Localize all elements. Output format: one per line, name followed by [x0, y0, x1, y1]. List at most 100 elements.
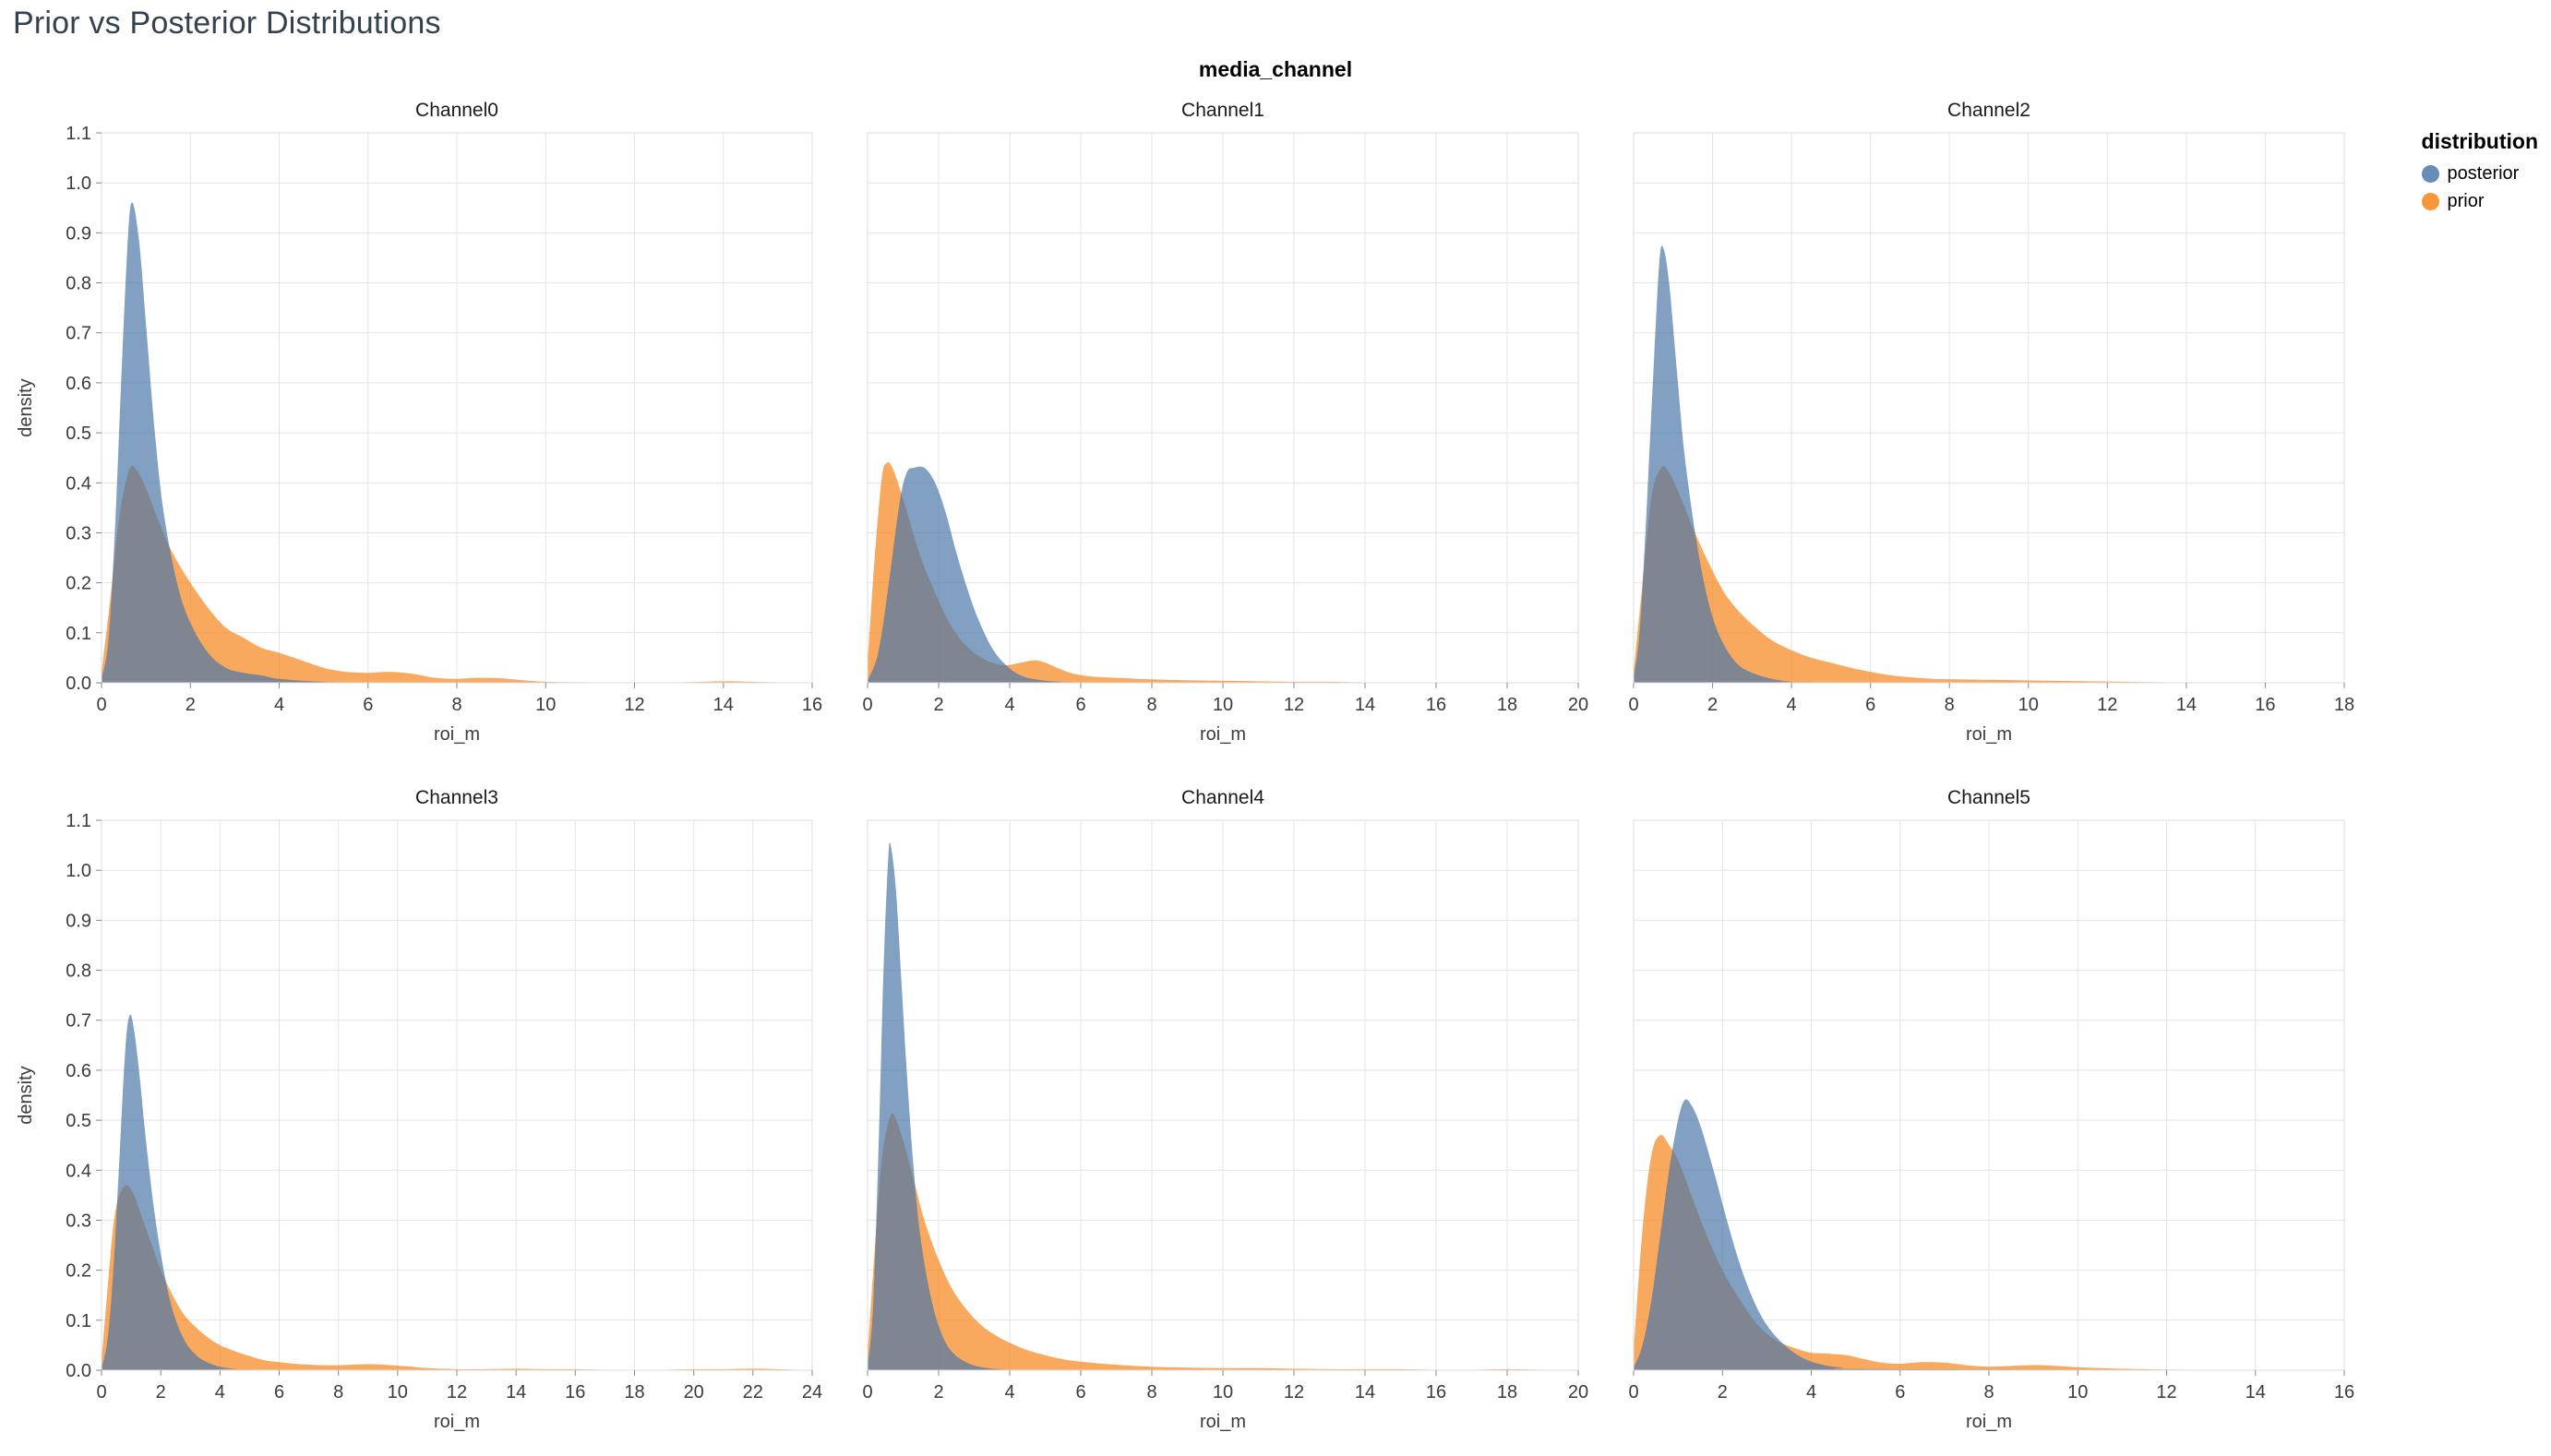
svg-text:2: 2: [933, 1382, 943, 1402]
chart-svg-channel4: Channel4 0 2 4 6 8 10 12 14 16 18 20 roi_m: [862, 787, 1588, 1432]
svg-text:0: 0: [1628, 1382, 1638, 1402]
svg-text:8: 8: [333, 1382, 343, 1402]
chart-svg-channel2: Channel2 0 2 4 6 8 10 12 14 16 18 roi_m: [1628, 100, 2354, 745]
svg-text:20: 20: [1568, 1382, 1588, 1402]
svg-text:16: 16: [1426, 695, 1446, 715]
svg-text:4: 4: [215, 1382, 225, 1402]
legend: distribution posterior prior: [2421, 129, 2538, 219]
page-title: Prior vs Posterior Distributions: [13, 6, 441, 41]
svg-text:16: 16: [1426, 1382, 1446, 1402]
posterior-density-area: [868, 466, 1578, 683]
x-axis-title: roi_m: [1966, 1412, 2012, 1432]
svg-text:12: 12: [624, 695, 644, 715]
svg-text:14: 14: [506, 1382, 526, 1402]
svg-text:0.9: 0.9: [66, 911, 91, 931]
legend-title: distribution: [2421, 129, 2538, 153]
svg-text:0.0: 0.0: [66, 1361, 91, 1381]
svg-text:14: 14: [2246, 1382, 2266, 1402]
y-axis-title: density: [16, 378, 36, 436]
svg-text:4: 4: [1004, 1382, 1014, 1402]
svg-text:10: 10: [1213, 695, 1233, 715]
svg-text:2: 2: [933, 695, 943, 715]
svg-text:10: 10: [388, 1382, 408, 1402]
svg-text:20: 20: [684, 1382, 704, 1402]
chart-channel4: Channel4 0 2 4 6 8 10 12 14 16 18 20 roi_m: [823, 780, 1589, 1456]
subplot-title: Channel5: [1947, 787, 2030, 808]
svg-text:4: 4: [1004, 695, 1014, 715]
svg-text:10: 10: [535, 695, 556, 715]
svg-text:6: 6: [274, 1382, 284, 1402]
svg-text:6: 6: [1075, 1382, 1085, 1402]
svg-text:8: 8: [1146, 1382, 1156, 1402]
svg-text:6: 6: [363, 695, 373, 715]
prior-swatch: [2421, 193, 2439, 210]
svg-text:12: 12: [2156, 1382, 2176, 1402]
svg-text:4: 4: [274, 695, 284, 715]
chart-channel2: Channel2 0 2 4 6 8 10 12 14 16 18 roi_m: [1589, 92, 2355, 780]
prior-density-area: [1634, 466, 2344, 683]
svg-text:10: 10: [2067, 1382, 2088, 1402]
svg-text:18: 18: [2334, 695, 2354, 715]
svg-text:2: 2: [1718, 1382, 1728, 1402]
chart-channel1: Channel1 0 2 4 6 8 10 12 14 16 18 20 roi_m: [823, 92, 1589, 780]
svg-text:2: 2: [186, 695, 196, 715]
chart-svg-channel0: Channel0 0 2 4 6 8 10 12 14 16 roi_m 0.0 0.1 0.2 0.3 0.…: [16, 100, 822, 745]
svg-text:0: 0: [1628, 695, 1638, 715]
chart-svg-channel5: Channel5 0 2 4 6 8 10 12 14 16 roi_m: [1628, 787, 2354, 1432]
subplot-title: Channel2: [1947, 100, 2030, 121]
svg-text:10: 10: [1213, 1382, 1233, 1402]
svg-text:22: 22: [743, 1382, 763, 1402]
charts-grid: Channel0 0 2 4 6 8 10 12 14 16 roi_m 0.0 0.1 0.2 0.3 0.…: [9, 92, 2355, 1456]
chart-row-1: Channel0 0 2 4 6 8 10 12 14 16 roi_m 0.0 0.1 0.2 0.3 0.…: [9, 92, 2355, 780]
svg-text:0.8: 0.8: [66, 961, 91, 982]
chart-svg-channel1: Channel1 0 2 4 6 8 10 12 14 16 18 20 roi_m: [862, 100, 1588, 745]
svg-text:0.4: 0.4: [66, 1161, 91, 1181]
svg-text:2: 2: [156, 1382, 166, 1402]
svg-text:14: 14: [713, 695, 734, 715]
svg-text:0: 0: [96, 1382, 106, 1402]
x-axis-title: roi_m: [1200, 724, 1246, 745]
svg-text:24: 24: [802, 1382, 822, 1402]
svg-text:8: 8: [451, 695, 461, 715]
svg-text:0.2: 0.2: [66, 1261, 91, 1282]
svg-text:16: 16: [2334, 1382, 2354, 1402]
svg-text:12: 12: [1284, 1382, 1304, 1402]
svg-text:0.9: 0.9: [66, 223, 91, 244]
svg-text:6: 6: [1865, 695, 1875, 715]
svg-text:0.3: 0.3: [66, 1211, 91, 1232]
posterior-density-area: [102, 202, 812, 684]
svg-text:0: 0: [862, 1382, 872, 1402]
svg-text:4: 4: [1806, 1382, 1816, 1402]
subplot-title: Channel1: [1181, 100, 1264, 121]
svg-text:0.5: 0.5: [66, 424, 91, 444]
svg-text:10: 10: [2018, 695, 2039, 715]
svg-text:1.0: 1.0: [66, 173, 91, 194]
svg-text:16: 16: [802, 695, 822, 715]
svg-text:8: 8: [1945, 695, 1955, 715]
svg-text:0.8: 0.8: [66, 274, 91, 294]
svg-text:1.1: 1.1: [66, 124, 91, 144]
chart-channel5: Channel5 0 2 4 6 8 10 12 14 16 roi_m: [1589, 780, 2355, 1456]
legend-label-prior: prior: [2447, 191, 2485, 211]
svg-text:0: 0: [96, 695, 106, 715]
svg-text:4: 4: [1787, 695, 1797, 715]
svg-text:0.5: 0.5: [66, 1111, 91, 1131]
svg-text:0.2: 0.2: [66, 574, 91, 594]
subplot-title: Channel0: [415, 100, 498, 121]
subplot-title: Channel4: [1181, 787, 1264, 808]
facet-title: media_channel: [1198, 57, 1353, 81]
chart-channel3: Channel3 0 2 4 6 8 10 12 14 16 18 20 22 24 roi_m 0.0 0.1…: [9, 780, 823, 1456]
posterior-density-area: [1634, 1099, 2344, 1370]
svg-text:0.7: 0.7: [66, 324, 91, 344]
svg-text:18: 18: [1497, 695, 1517, 715]
posterior-density-area: [102, 1014, 812, 1370]
x-axis-title: roi_m: [1200, 1412, 1246, 1432]
svg-text:0.1: 0.1: [66, 1311, 91, 1331]
svg-text:18: 18: [1497, 1382, 1517, 1402]
y-axis-title: density: [16, 1066, 36, 1124]
svg-text:14: 14: [2176, 695, 2197, 715]
svg-text:14: 14: [1355, 1382, 1375, 1402]
svg-text:1.1: 1.1: [66, 811, 91, 831]
legend-label-posterior: posterior: [2447, 163, 2520, 184]
svg-text:18: 18: [624, 1382, 644, 1402]
